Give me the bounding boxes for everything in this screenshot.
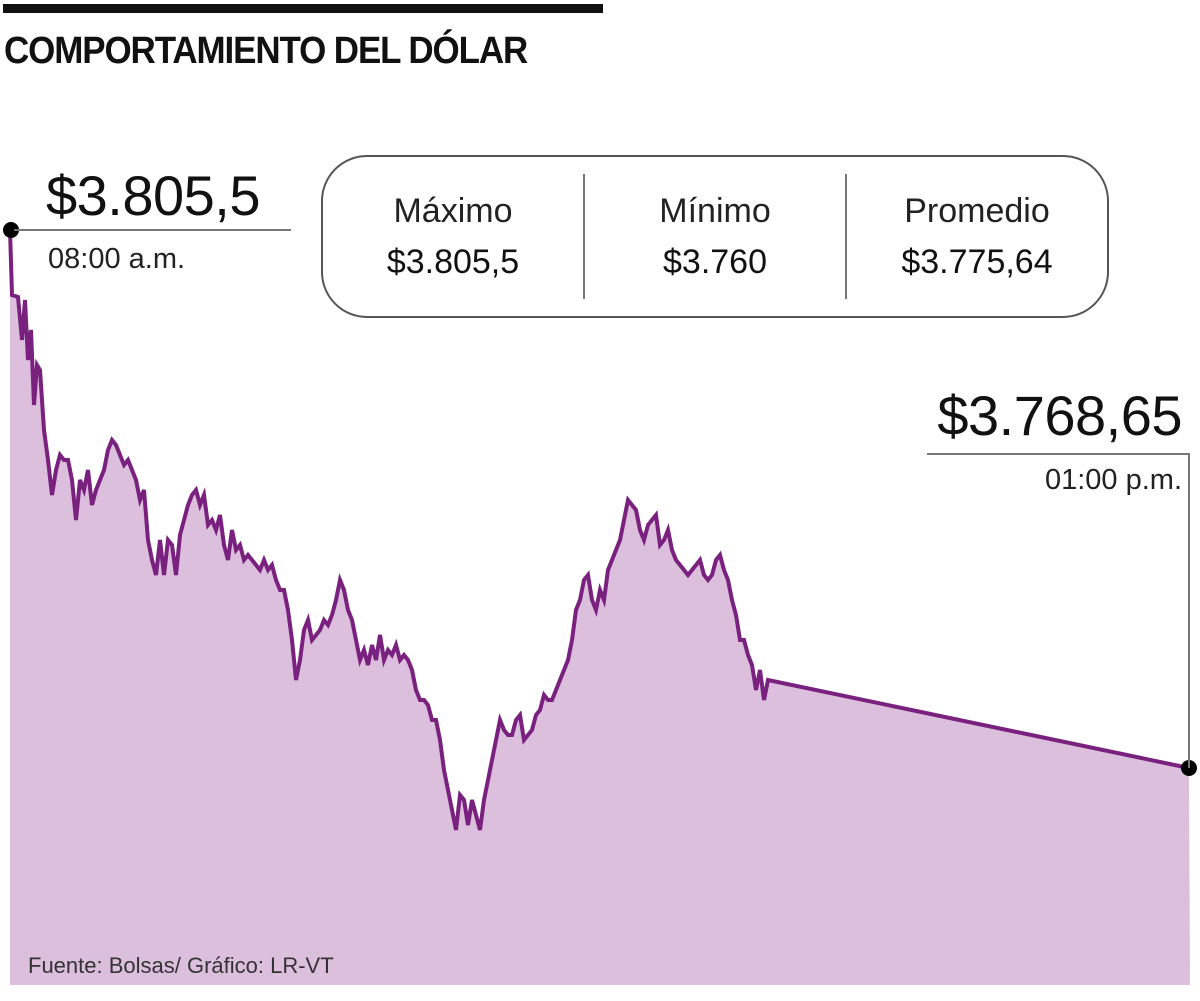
end-annotation-leader	[1188, 453, 1190, 768]
stat-max: Máximo $3.805,5	[323, 157, 583, 316]
end-value-label: $3.768,65	[937, 384, 1182, 447]
divider	[583, 174, 585, 299]
chart-title: COMPORTAMIENTO DEL DÓLAR	[4, 30, 528, 72]
area-fill	[10, 230, 1190, 985]
end-marker	[1181, 760, 1197, 776]
stat-min: Mínimo $3.760	[585, 157, 845, 316]
stat-value: $3.775,64	[901, 242, 1053, 281]
stats-box: Máximo $3.805,5 Mínimo $3.760 Promedio $…	[321, 155, 1109, 318]
stat-label: Promedio	[904, 191, 1050, 230]
end-annotation-rule	[927, 453, 1190, 455]
start-time-label: 08:00 a.m.	[48, 243, 186, 275]
start-value-label: $3.805,5	[46, 164, 260, 227]
divider	[845, 174, 847, 299]
source-credit: Fuente: Bolsas/ Gráfico: LR-VT	[28, 953, 334, 978]
start-marker	[3, 222, 19, 238]
stat-average: Promedio $3.775,64	[847, 157, 1107, 316]
price-line	[8, 229, 1190, 831]
top-rule	[3, 4, 603, 13]
stat-value: $3.805,5	[386, 242, 520, 281]
end-time-label: 01:00 p.m.	[1044, 464, 1182, 496]
stat-label: Mínimo	[659, 191, 771, 230]
stat-value: $3.760	[663, 242, 767, 281]
start-annotation-rule	[14, 229, 291, 231]
stat-label: Máximo	[393, 191, 513, 230]
